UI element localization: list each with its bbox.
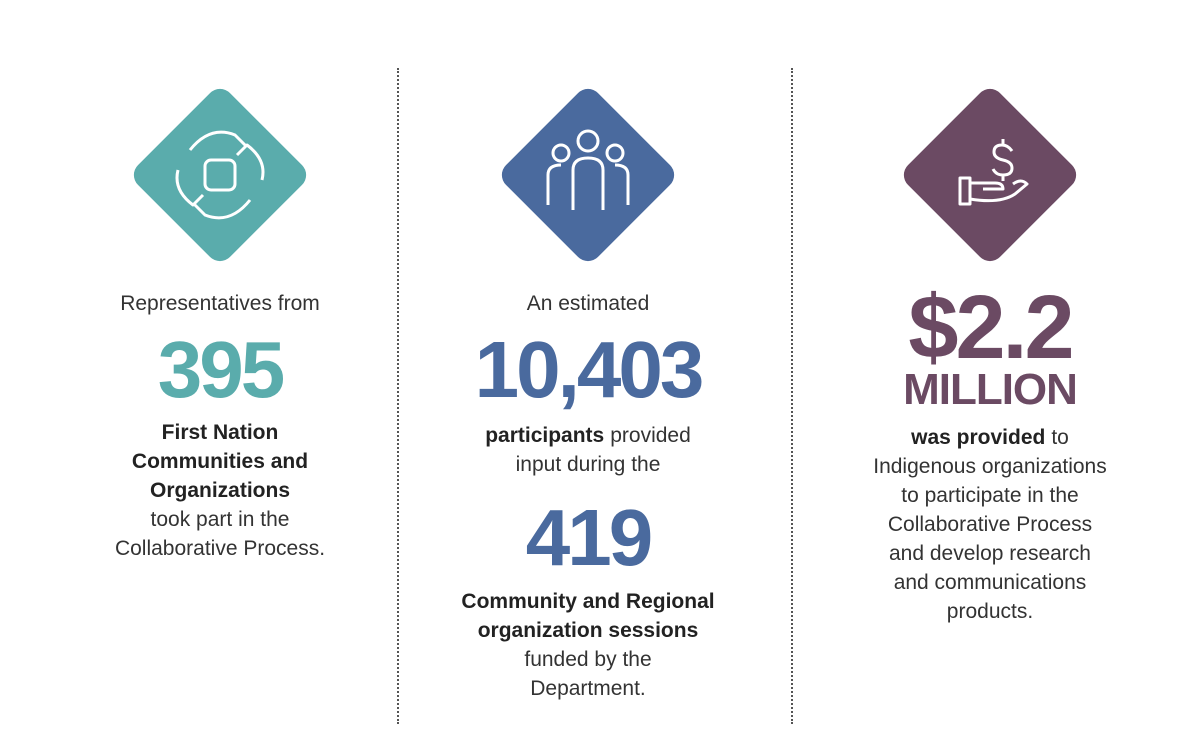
text-segment: Organizations [149,479,291,502]
intro: Representatives from [120,292,320,315]
divider [791,68,793,724]
text-segment: took part in the [150,508,290,531]
icon-money-hand [903,88,1077,262]
text-line: Collaborative Process [790,510,1190,540]
text-line: Community and Regional [388,587,788,617]
figure: 395 [157,325,285,414]
text-segment: to [1051,426,1069,449]
text-line: and develop research [790,539,1190,569]
text-segment: and develop research [889,542,1091,565]
text-segment: Collaborative Process. [114,537,326,560]
icon-handshake [133,88,307,262]
text-segment: input during the [515,453,661,476]
figure-unit: MILLION [903,365,1078,414]
text-segment: was provided [911,426,1046,449]
text-segment: funded by the [524,648,652,671]
text-line: Organizations [20,476,420,506]
text-segment: First Nation [161,421,279,444]
text-line: organization sessions [388,616,788,646]
text-segment: products. [946,600,1034,623]
text-line: Collaborative Process. [20,534,420,564]
text-line: First Nation [20,418,420,448]
text-segment: Department. [530,677,646,700]
figure: 419 [525,493,653,582]
text-segment: Indigenous organizations [873,455,1107,478]
text-line: input during the [388,450,788,480]
text-line: and communications [790,568,1190,598]
text-segment: and communications [893,571,1087,594]
icon-people [501,88,675,262]
text-segment: participants [485,424,605,447]
text-line: Department. [388,674,788,704]
divider [397,68,399,724]
text-line: Indigenous organizations [790,452,1190,482]
text-line: funded by the [388,645,788,675]
figure: 10,403 [474,325,705,414]
text-segment: to participate in the [901,484,1079,507]
text-line: was provided to [790,423,1190,453]
text-line: to participate in the [790,481,1190,511]
text-line: products. [790,597,1190,627]
text-segment: Collaborative Process [887,513,1093,536]
text-line: Communities and [20,447,420,477]
text-segment: Community and Regional [461,590,715,613]
text-line: participants provided [388,421,788,451]
text-line: took part in the [20,505,420,535]
intro: An estimated [526,292,650,315]
text-segment: organization sessions [477,619,699,642]
figure: $2.2 [908,278,1074,378]
text-segment: provided [610,424,691,447]
text-segment: Communities and [131,450,309,473]
